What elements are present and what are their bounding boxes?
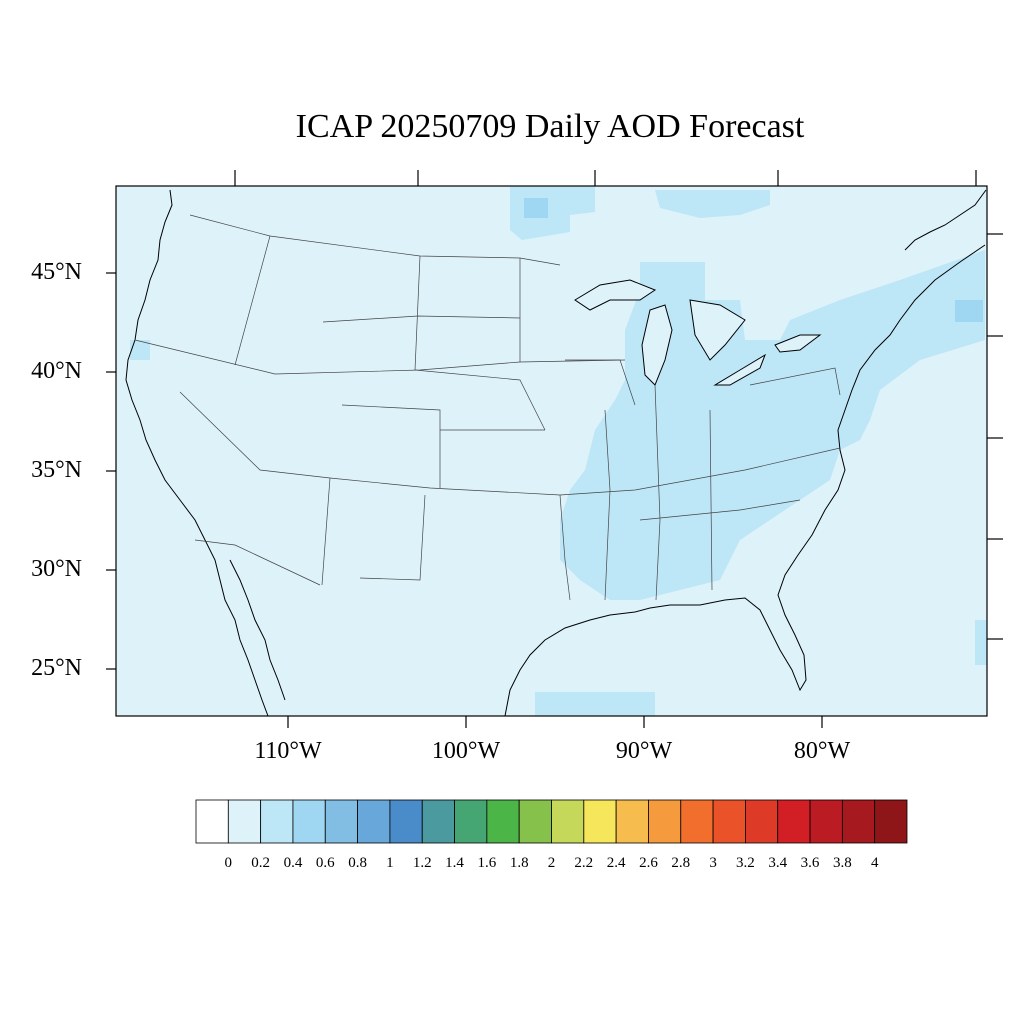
aod-moderate-patches: [524, 198, 983, 322]
lat-label-25: 25°N: [31, 655, 82, 681]
colorbar-swatch: [680, 799, 714, 844]
lat-label-40: 40°N: [31, 358, 82, 384]
colorbar: [195, 799, 908, 844]
map-title: ICAP 20250709 Daily AOD Forecast: [295, 108, 805, 145]
lon-label-110w: 110°W: [254, 738, 322, 764]
colorbar-swatch: [260, 799, 294, 844]
tick-marks: [106, 170, 1003, 728]
lon-label-100w: 100°W: [431, 738, 501, 764]
colorbar-label: 1.2: [412, 855, 432, 871]
colorbar-swatch: [841, 799, 876, 844]
lon-label-90w: 90°W: [615, 738, 673, 764]
colorbar-swatch: [583, 799, 617, 844]
lat-label-30: 30°N: [31, 556, 82, 582]
colorbar-label: 2.2: [574, 855, 594, 871]
state-borders: [134, 214, 841, 601]
colorbar-label: 3: [709, 855, 717, 871]
colorbar-label: 2.8: [671, 855, 691, 871]
colorbar-swatch: [615, 799, 649, 844]
colorbar-swatch: [357, 799, 391, 844]
colorbar-label: 4: [870, 855, 879, 871]
map-background: [116, 186, 987, 716]
colorbar-swatch: [421, 799, 455, 844]
colorbar-swatch: [518, 799, 552, 844]
colorbar-swatch: [324, 799, 358, 844]
colorbar-label: 2: [547, 855, 556, 871]
coastlines: [125, 189, 987, 717]
colorbar-label: 0.6: [315, 855, 335, 871]
colorbar-swatch: [874, 799, 908, 844]
colorbar-label: 0: [224, 855, 233, 871]
colorbar-label: 0.2: [251, 855, 270, 871]
colorbar-swatch: [809, 799, 843, 844]
lon-label-80w: 80°W: [793, 738, 851, 764]
map-frame: [115, 185, 988, 717]
colorbar-label: 1.4: [445, 855, 464, 871]
lat-label-35: 35°N: [31, 457, 82, 483]
lat-label-45: 45°N: [31, 259, 82, 285]
colorbar-swatch: [486, 799, 520, 844]
great-lakes: [574, 279, 822, 386]
colorbar-swatch: [648, 799, 682, 844]
colorbar-label: 3.8: [833, 855, 852, 871]
colorbar-swatch: [454, 799, 488, 844]
colorbar-label: 3.2: [736, 855, 755, 871]
colorbar-swatch: [389, 799, 423, 844]
colorbar-swatch: [551, 799, 585, 844]
colorbar-label: 0.8: [348, 855, 367, 871]
colorbar-label: 1.8: [509, 855, 529, 871]
colorbar-swatch: [195, 799, 229, 844]
colorbar-swatch: [777, 799, 811, 844]
colorbar-swatch: [712, 799, 746, 844]
colorbar-label: 1: [386, 855, 394, 871]
colorbar-label: 1.6: [477, 855, 497, 871]
colorbar-swatch: [292, 799, 326, 844]
colorbar-label: 0.4: [283, 855, 303, 871]
colorbar-label: 2.6: [639, 855, 658, 871]
colorbar-label: 3.6: [800, 855, 820, 871]
colorbar-swatch: [745, 799, 779, 844]
colorbar-label: 2.4: [606, 855, 626, 871]
colorbar-label: 3.4: [768, 855, 788, 871]
colorbar-swatch: [227, 799, 262, 844]
